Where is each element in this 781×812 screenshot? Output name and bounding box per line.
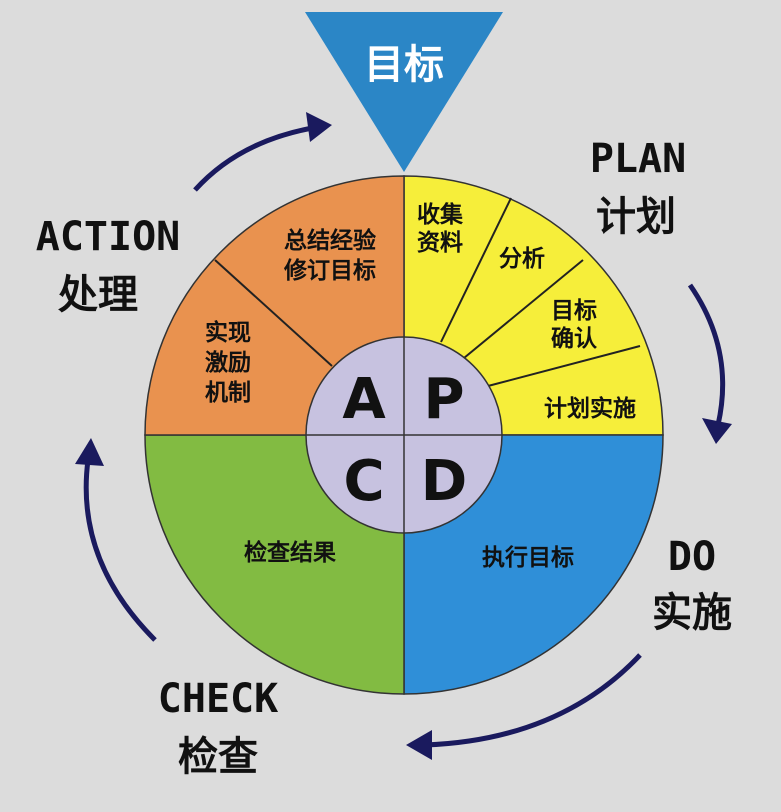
- arrow-plan-to-do-head: [702, 418, 732, 444]
- action-seg-1-line-1: 总结经验: [284, 227, 376, 254]
- plan-divider-3: [487, 345, 641, 387]
- do-segment-label: 执行目标: [482, 544, 574, 571]
- action-seg-1-line-2: 修订目标: [283, 257, 376, 284]
- plan-seg-4-line-1: 计划实施: [544, 395, 636, 422]
- action-label-en: ACTION: [36, 214, 181, 260]
- plan-seg-1-line-1: 收集: [417, 201, 464, 228]
- plan-seg-3-line-2: 确认: [551, 326, 597, 352]
- arrow-plan-to-do: [687, 283, 726, 426]
- plan-label-cn: 计划: [596, 194, 676, 240]
- plan-label-en: PLAN: [590, 136, 686, 182]
- plan-seg-2-line-1: 分析: [499, 246, 545, 272]
- pdca-wheel: [144, 175, 664, 695]
- letter-p: P: [423, 367, 464, 432]
- plan-divider-1: [440, 197, 512, 343]
- letter-a: A: [342, 367, 386, 432]
- letter-c: C: [343, 449, 384, 514]
- arrow-action-to-plan-head: [306, 112, 332, 142]
- check-label-cn: 检查: [178, 734, 258, 780]
- arrow-check-to-action-head: [75, 438, 104, 466]
- check-label-en: CHECK: [158, 676, 278, 722]
- do-label-cn: 实施: [652, 590, 732, 636]
- plan-seg-1-line-2: 资料: [417, 230, 463, 256]
- check-segment-label: 检查结果: [244, 539, 336, 566]
- plan-seg-3-line-1: 目标: [551, 298, 597, 324]
- letter-d: D: [421, 449, 467, 514]
- arrow-do-to-check: [424, 653, 642, 748]
- action-seg-2-line-1: 实现: [205, 319, 251, 346]
- plan-divider-2: [463, 259, 584, 359]
- action-divider: [214, 259, 333, 367]
- arrow-do-to-check-head: [406, 730, 432, 760]
- goal-label: 目标: [364, 42, 444, 88]
- action-seg-2-line-2: 激励: [205, 349, 251, 376]
- arrow-check-to-action: [83, 459, 157, 642]
- action-label-cn: 处理: [58, 272, 138, 318]
- do-label-en: DO: [668, 534, 716, 580]
- arrow-action-to-plan: [193, 124, 319, 192]
- action-seg-2-line-3: 机制: [205, 380, 251, 406]
- goal-triangle: [305, 12, 503, 172]
